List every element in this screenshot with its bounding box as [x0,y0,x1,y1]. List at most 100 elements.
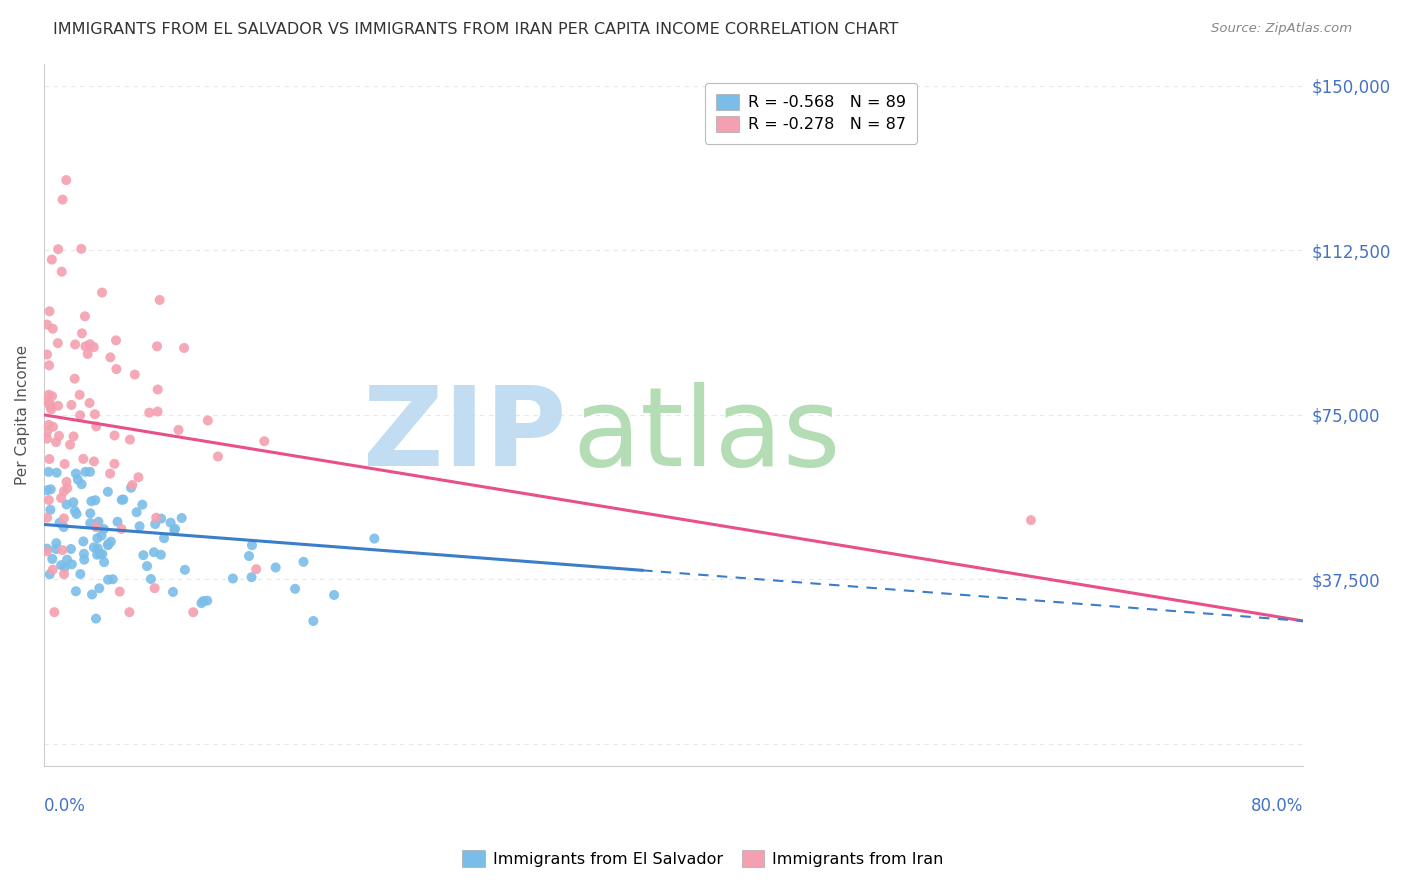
Point [51,543,73,558]
Point [66,473,89,487]
Point [97,484,120,499]
Point [35,432,58,446]
Point [35,483,58,498]
Point [173,341,195,355]
Point [52,484,75,499]
Point [65,507,87,521]
Point [79,396,101,410]
Point [38,493,60,508]
Point [118,605,141,619]
Point [89,581,111,595]
Point [39,397,62,411]
Point [90,528,112,542]
Point [163,524,186,538]
Point [65,584,87,599]
Point [35,425,58,439]
Point [63,337,86,351]
Point [120,481,142,495]
Point [105,334,128,348]
Point [55,498,77,512]
Point [35,347,58,361]
Point [97,538,120,552]
Point [181,605,204,619]
Point [48,516,70,530]
Point [56,481,79,495]
Point [84,612,107,626]
Text: Source: ZipAtlas.com: Source: ZipAtlas.com [1212,22,1353,36]
Point [125,505,148,519]
Point [105,362,128,376]
Point [222,572,245,586]
Point [42,321,65,335]
Point [207,450,229,464]
Point [59,438,82,452]
Point [41,389,63,403]
Point [41,252,63,267]
Point [97,537,120,551]
Point [107,515,129,529]
Point [84,493,107,508]
Text: IMMIGRANTS FROM EL SALVADOR VS IMMIGRANTS FROM IRAN PER CAPITA INCOME CORRELATIO: IMMIGRANTS FROM EL SALVADOR VS IMMIGRANT… [53,22,898,37]
Point [39,483,62,497]
Point [35,544,58,558]
Point [253,434,276,449]
Point [124,368,146,382]
Point [53,567,76,582]
Point [75,339,97,353]
Point [131,498,153,512]
Point [143,581,166,595]
Point [63,504,86,518]
Point [38,567,60,582]
Point [73,552,96,566]
Point [49,558,72,573]
Point [302,614,325,628]
Point [132,548,155,562]
Point [83,407,105,421]
Point [363,532,385,546]
Point [45,542,67,557]
Point [72,451,94,466]
Point [45,435,67,450]
Point [108,584,131,599]
Point [70,242,93,256]
Point [79,337,101,351]
Point [45,466,67,480]
Point [121,478,143,492]
Point [52,520,75,534]
Point [69,409,91,423]
Point [142,545,165,559]
Point [84,520,107,534]
Point [103,457,125,471]
Point [118,433,141,447]
Point [91,547,114,561]
Point [238,549,260,563]
Point [49,491,72,505]
Point [190,596,212,610]
Point [42,419,65,434]
Point [284,582,307,596]
Point [52,193,75,207]
Point [163,522,186,536]
Point [73,310,96,324]
Point [46,336,69,351]
Point [170,511,193,525]
Point [87,541,110,556]
Point [98,467,121,481]
Point [86,531,108,545]
Point [145,510,167,524]
Point [193,594,215,608]
Point [51,265,73,279]
Point [245,562,267,576]
Point [153,531,176,545]
Point [79,516,101,530]
Point [84,520,107,534]
Point [79,465,101,479]
Point [83,454,105,468]
Point [55,475,77,489]
Point [69,388,91,402]
Point [323,588,346,602]
Point [60,558,83,572]
Point [149,548,172,562]
Point [80,494,103,508]
Point [76,347,98,361]
